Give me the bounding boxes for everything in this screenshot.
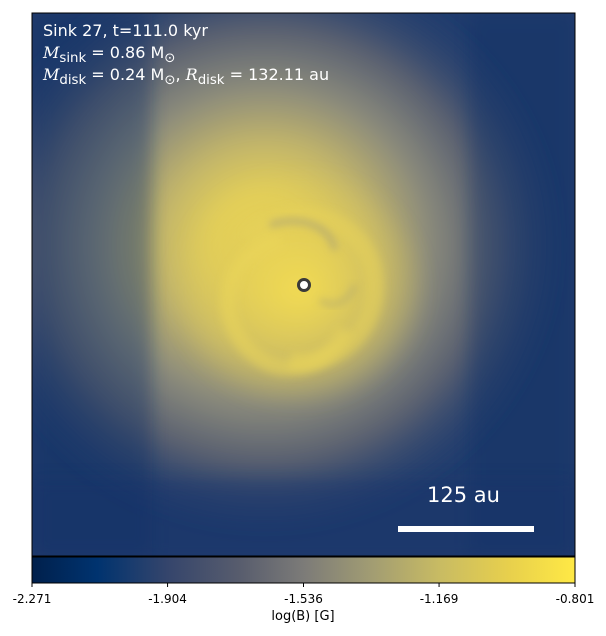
- sink-title: Sink 27, t=111.0 kyr: [43, 21, 208, 40]
- colorbar-tick-label: -1.536: [284, 592, 323, 606]
- colorbar-label: log(B) [G]: [271, 609, 335, 624]
- rdisk-value: = 132.11 au: [224, 65, 330, 84]
- colorbar-gradient: [31, 556, 576, 584]
- colorbar-tick-label: -2.271: [13, 592, 52, 606]
- rdisk-symbol: R: [185, 65, 198, 84]
- disk-properties-label: Mdisk = 0.24 M⊙, Rdisk = 132.11 au: [43, 65, 329, 88]
- msink-subscript: sink: [59, 51, 87, 67]
- colorbar-tick-label: -1.904: [148, 592, 187, 606]
- sink-marker: [297, 278, 311, 292]
- colorbar-tick-label: -0.801: [556, 592, 595, 606]
- scale-bar-label: 125 au: [427, 483, 500, 507]
- colorbar: -2.271 -1.904 -1.536 -1.169 -0.801: [13, 556, 595, 606]
- colorbar-tick-label: -1.169: [420, 592, 459, 606]
- msink-symbol: M: [43, 43, 60, 62]
- mdisk-value: = 0.24 M: [86, 65, 165, 84]
- colorbar-ticks: -2.271 -1.904 -1.536 -1.169 -0.801: [13, 583, 595, 606]
- msink-unit-sub: ⊙: [164, 51, 176, 67]
- msink-value: = 0.86 M: [86, 43, 165, 62]
- rdisk-sep: ,: [175, 65, 186, 84]
- mdisk-symbol: M: [43, 65, 60, 84]
- scale-bar: [398, 526, 534, 532]
- panel-frame: [31, 12, 576, 557]
- sink-mass-label: Msink = 0.86 M⊙: [43, 43, 175, 66]
- mdisk-unit-sub: ⊙: [164, 73, 176, 89]
- rdisk-subscript: disk: [197, 73, 225, 89]
- mdisk-subscript: disk: [59, 73, 87, 89]
